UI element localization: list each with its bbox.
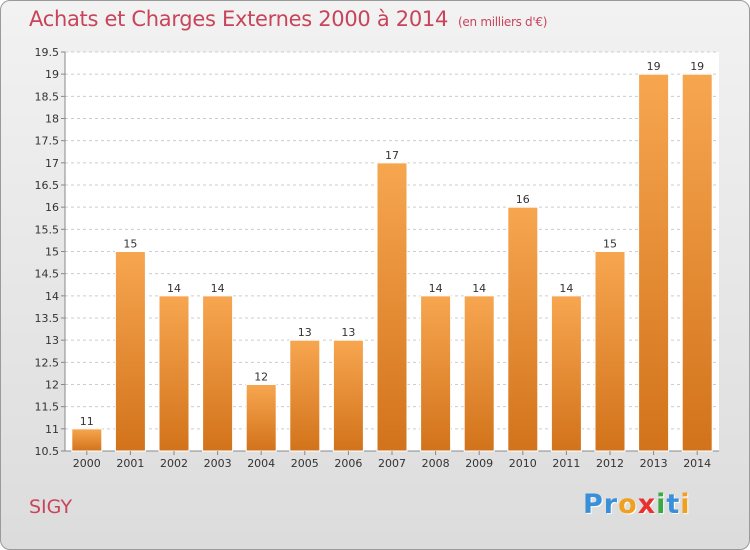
bar-value-label: 13 [341,326,355,339]
bar-value-label: 11 [80,415,94,428]
y-tick-label: 13 [45,334,59,347]
x-tick-label: 2013 [640,457,668,470]
y-tick-label: 16 [45,201,59,214]
x-tick-label: 2002 [160,457,188,470]
x-tick-label: 2014 [683,457,711,470]
y-tick-label: 18.5 [35,90,60,103]
x-tick-label: 2008 [422,457,450,470]
x-tick-label: 2010 [509,457,537,470]
bar-value-label: 15 [603,238,617,251]
y-tick-label: 14.5 [35,268,60,281]
x-tick-label: 2003 [204,457,232,470]
bar [376,162,408,452]
bar-value-label: 14 [429,282,443,295]
bar [289,339,321,452]
x-tick-label: 2004 [247,457,275,470]
y-tick-label: 11.5 [35,401,60,414]
logo-letter: i [680,489,691,520]
y-tick-label: 13.5 [35,312,60,325]
y-tick-label: 12.5 [35,356,60,369]
bar [463,295,495,452]
logo-letter: t [666,489,681,520]
bar [114,251,146,452]
y-tick-label: 17 [45,157,59,170]
x-tick-label: 2000 [73,457,101,470]
logo-letter: x [637,489,657,520]
chart-title: Achats et Charges Externes 2000 à 2014 (e… [29,7,547,31]
proxiti-logo: Proxiti [583,489,691,520]
y-tick-label: 19 [45,68,59,81]
bar [594,251,626,452]
bar-value-label: 15 [123,238,137,251]
x-tick-label: 2009 [465,457,493,470]
bar-value-label: 12 [254,371,268,384]
bar-value-label: 17 [385,149,399,162]
y-tick-label: 15.5 [35,223,60,236]
bar [681,73,713,452]
bar-value-label: 19 [647,60,661,73]
bar-value-label: 14 [472,282,486,295]
bar [158,295,190,452]
chart-title-text: Achats et Charges Externes 2000 à 2014 [29,7,449,31]
bar [202,295,234,452]
commune-name: SIGY [29,496,73,518]
y-tick-label: 10.5 [35,445,60,458]
logo-letter: i [656,489,667,520]
x-tick-label: 2006 [334,457,362,470]
bar [245,384,277,452]
logo-letter: o [618,489,638,520]
bar [550,295,582,452]
bar-value-label: 19 [690,60,704,73]
bar-value-label: 14 [559,282,573,295]
y-tick-label: 14 [45,290,59,303]
logo-letter: r [603,489,619,520]
x-tick-label: 2012 [596,457,624,470]
x-tick-label: 2005 [291,457,319,470]
bar-value-label: 14 [167,282,181,295]
bar [420,295,452,452]
x-tick-label: 2007 [378,457,406,470]
bar [638,73,670,452]
bar [507,206,539,452]
bar-value-label: 14 [211,282,225,295]
logo-letter: P [583,489,604,520]
x-tick-label: 2001 [116,457,144,470]
bar [332,339,364,452]
y-tick-label: 15 [45,246,59,259]
bar-value-label: 16 [516,193,530,206]
bar [71,428,103,452]
x-tick-label: 2011 [552,457,580,470]
bar-value-label: 13 [298,326,312,339]
y-tick-label: 17.5 [35,135,60,148]
y-tick-label: 12 [45,379,59,392]
y-tick-label: 19.5 [35,46,60,59]
y-tick-label: 11 [45,423,59,436]
y-tick-label: 18 [45,113,59,126]
y-tick-label: 16.5 [35,179,60,192]
chart-subtitle: (en milliers d'€) [458,15,548,29]
